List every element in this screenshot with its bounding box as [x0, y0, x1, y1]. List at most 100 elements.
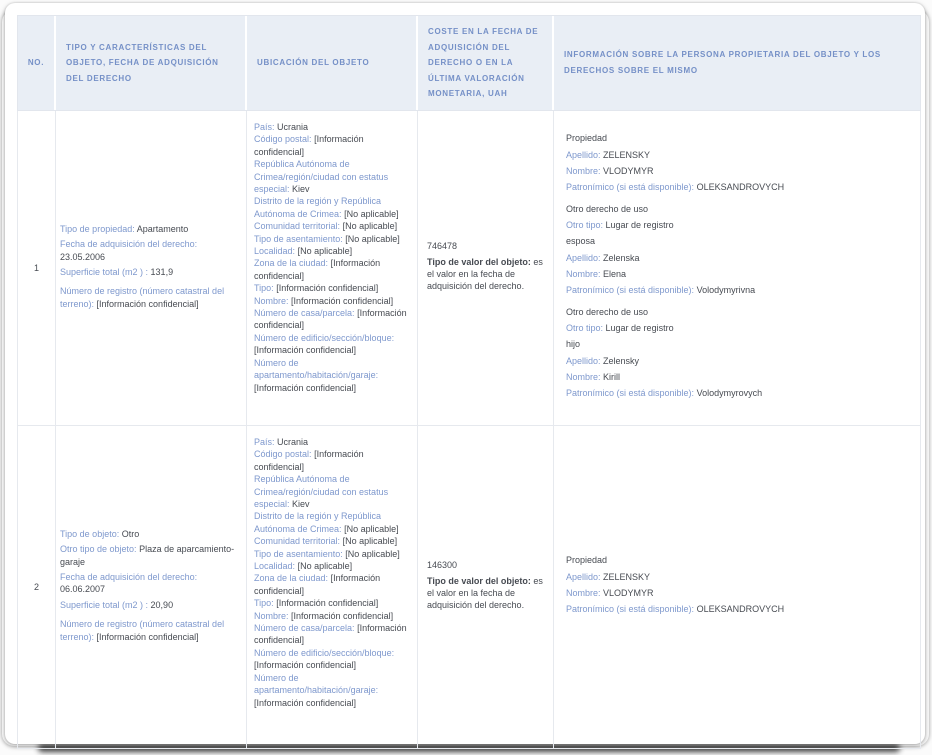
field-value: Kiev [292, 184, 310, 194]
field: Nombre: VLODYMYR [566, 587, 784, 600]
field-label: Nombre: [566, 268, 601, 279]
field: Zona de la ciudad: [Información confiden… [254, 257, 411, 282]
field: Distrito de la región y República Autóno… [254, 510, 411, 535]
field-label: Localidad: [254, 246, 296, 257]
row-number: 2 [33, 581, 39, 592]
field: Número de casa/parcela: [Información con… [254, 622, 411, 647]
owner-group-title: Propiedad [566, 554, 784, 567]
field-value: Zelensky [603, 355, 640, 366]
field-label: Tipo de asentamiento: [254, 548, 343, 559]
field-value: Otro [121, 528, 140, 539]
cell-propietarios: Propiedad Apellido: ZELENSKY Nombre: VLODY… [554, 111, 922, 425]
cell-content: País: Ucrania Código postal: [Información… [247, 111, 417, 404]
coste-tipo-texto: es el valor en la fecha de adquisición d… [427, 256, 543, 292]
field: Código postal: [Información confidencial… [254, 448, 411, 473]
row-number: 1 [33, 262, 39, 273]
field-label: Nombre: [566, 371, 601, 382]
field-label: Localidad: [254, 561, 296, 572]
coste-value: 746478 [427, 241, 458, 252]
field-value: [Información confidencial] [96, 631, 199, 642]
table-row: 2 Tipo de objeto: Otro Otro tipo de objeto… [18, 425, 920, 748]
field-label: Patronímico (si está disponible): [566, 604, 695, 615]
cell-row-number: 1 [18, 110, 56, 425]
coste-value: 146300 [427, 560, 458, 571]
owner-group-title: Propiedad [566, 132, 784, 145]
field-label: Tipo de asentamiento: [254, 233, 343, 244]
field: Nombre: Elena [566, 268, 784, 281]
coste-tipo-texto: es el valor en la fecha de adquisición d… [427, 575, 543, 611]
field-label: Fecha de adquisición del derecho: [60, 239, 198, 250]
field-label: Número de apartamento/habitación/garaje: [254, 357, 379, 381]
field-value: ZELENSKY [603, 571, 651, 582]
field: Patronímico (si está disponible): OLEKSA… [566, 603, 784, 616]
field-plain: esposa [566, 235, 784, 248]
field-value: [No aplicable] [345, 233, 400, 244]
field: Código postal: [Información confidencial… [254, 133, 411, 158]
field-value: [Información confidencial] [254, 660, 357, 671]
cell-coste: 146300 Tipo de valor del objeto: es el va… [418, 425, 554, 748]
field-label: Tipo de objeto: [60, 528, 120, 539]
field-label: Nombre: [254, 610, 289, 621]
header-no: NO. [18, 16, 56, 110]
field: Distrito de la región y República Autóno… [254, 195, 411, 220]
field: Patronímico (si está disponible): OLEKSA… [566, 181, 784, 194]
field-value: Volodymyrivna [696, 285, 756, 296]
field: Superficie total (m2 ) : 131,9 [60, 266, 240, 278]
header-propietario: INFORMACIÓN SOBRE LA PERSONA PROPIETARIA… [564, 50, 881, 75]
cell-coste: 746478 Tipo de valor del objeto: es el va… [418, 110, 554, 425]
field: Número de registro (número catastral del… [60, 285, 240, 310]
owner-group: Otro derecho de uso Otro tipo: Lugar de r… [566, 306, 784, 401]
coste-tipo-label: Tipo de valor del objeto: [427, 575, 531, 586]
field-label: República Autónoma de Crimea/región/ciud… [254, 474, 389, 509]
cell-content: Propiedad Apellido: ZELENSKY Nombre: VLODY… [554, 546, 794, 627]
field-value: ZELENSKY [603, 149, 651, 160]
field-label: Comunidad territorial: [254, 536, 341, 547]
field-value: Zelenska [603, 252, 640, 263]
cell-content: Propiedad Apellido: ZELENSKY Nombre: VLODY… [554, 124, 794, 411]
field-label: Tipo: [254, 598, 274, 609]
field: Número de registro (número catastral del… [60, 618, 240, 643]
field-label: Número de apartamento/habitación/garaje: [254, 672, 379, 696]
field: Nombre: VLODYMYR [566, 165, 784, 178]
field-label: Código postal: [254, 134, 312, 145]
field-value: hijo [566, 339, 581, 350]
field-value: [Información confidencial] [254, 573, 381, 596]
field: Patronímico (si está disponible): Volody… [566, 284, 784, 297]
field-plain: hijo [566, 338, 784, 351]
field-value: [Información confidencial] [254, 382, 357, 393]
field-label: Apellido: [566, 149, 601, 160]
field-label: Número de edificio/sección/bloque: [254, 332, 395, 343]
cell-content: Tipo de propiedad: Apartamento Fecha de a… [56, 215, 246, 321]
field: Localidad: [No aplicable] [254, 560, 411, 572]
field: Nombre: [Información confidencial] [254, 610, 411, 622]
field: Número de edificio/sección/bloque: [Info… [254, 647, 411, 672]
field: Apellido: ZELENSKY [566, 571, 784, 584]
owner-group-title: Otro derecho de uso [566, 203, 784, 216]
field: Apellido: Zelenska [566, 252, 784, 265]
field: Comunidad territorial: [No aplicable] [254, 535, 411, 547]
field: Número de casa/parcela: [Información con… [254, 307, 411, 332]
field-value: [No aplicable] [297, 561, 353, 572]
field: Nombre: [Información confidencial] [254, 295, 411, 307]
field: Superficie total (m2 ) : 20,90 [60, 599, 240, 611]
field-label: Número de registro (número catastral del… [60, 619, 225, 642]
field-value: [No aplicable] [344, 523, 399, 534]
field-value: [No aplicable] [297, 246, 353, 257]
field: Tipo de propiedad: Apartamento [60, 223, 240, 235]
cell-content: Tipo de objeto: Otro Otro tipo de objeto:… [56, 520, 246, 654]
table-body: 1 Tipo de propiedad: Apartamento Fecha de … [17, 110, 922, 749]
field-value: [Información confidencial] [254, 623, 407, 646]
field-value: Kirill [603, 371, 621, 382]
cell-tipo-caracteristicas: Tipo de objeto: Otro Otro tipo de objeto:… [56, 425, 247, 748]
field-label: Tipo: [254, 283, 274, 294]
field-value: [Información confidencial] [254, 258, 381, 281]
field: Tipo: [Información confidencial] [254, 282, 411, 294]
field-label: Patronímico (si está disponible): [566, 388, 695, 399]
field-label: Nombre: [254, 295, 289, 306]
field-value: Ucrania [277, 436, 309, 447]
field: Nombre: Kirill [566, 371, 784, 384]
field-label: Otro tipo: [566, 322, 604, 333]
field-label: Distrito de la región y República Autóno… [254, 196, 382, 219]
field-label: País: [254, 121, 275, 132]
field-value: 23.05.2006 [60, 251, 106, 262]
